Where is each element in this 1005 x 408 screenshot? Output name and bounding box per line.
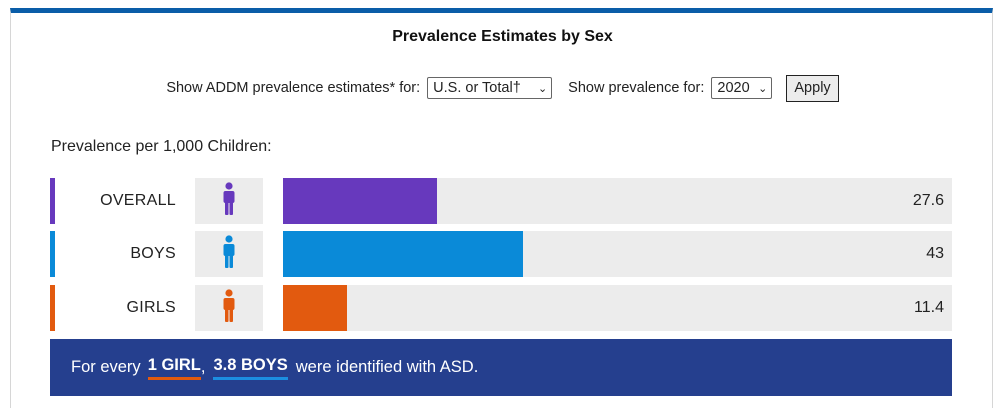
- ratio-suffix: were identified with ASD.: [295, 358, 479, 376]
- value-label-overall: 27.6: [912, 192, 944, 209]
- chevron-down-icon: ⌄: [758, 82, 768, 95]
- bar-track-boys: 43: [283, 231, 952, 277]
- chart-title: Prevalence Estimates by Sex: [392, 28, 613, 45]
- icon-box-boys: [195, 231, 263, 277]
- ratio-boys: 3.8 BOYS: [213, 356, 288, 380]
- icon-box-overall: [195, 178, 263, 224]
- filter-controls: Show ADDM prevalence estimates* for: U.S…: [0, 74, 1005, 102]
- value-label-boys: 43: [926, 245, 944, 262]
- bar-row-girls: GIRLS 11.4: [50, 285, 952, 331]
- ratio-banner: For every 1 GIRL , 3.8 BOYS were identif…: [50, 339, 952, 396]
- girl-icon: [222, 288, 236, 328]
- bar-row-boys: BOYS 43: [50, 231, 952, 277]
- year-select[interactable]: 2020 ⌄: [711, 77, 773, 99]
- ratio-prefix: For every: [71, 358, 141, 376]
- ratio-girl: 1 GIRL: [147, 356, 201, 380]
- prevalence-for-label: Show prevalence for:: [568, 80, 705, 96]
- category-label-overall: OVERALL: [100, 192, 176, 209]
- ratio-sep: ,: [200, 358, 206, 376]
- chevron-down-icon: ⌄: [537, 82, 548, 95]
- apply-button[interactable]: Apply: [786, 74, 839, 102]
- chart-subtitle: Prevalence per 1,000 Children:: [51, 138, 272, 155]
- category-label-girls: GIRLS: [126, 299, 176, 316]
- bar-track-overall: 27.6: [283, 178, 952, 224]
- value-label-girls: 11.4: [914, 299, 944, 316]
- row-accent-boys: [50, 231, 55, 277]
- bar-overall: [283, 178, 437, 224]
- estimates-label: Show ADDM prevalence estimates* for:: [166, 80, 421, 96]
- category-label-boys: BOYS: [130, 245, 176, 262]
- row-accent-girls: [50, 285, 55, 331]
- bar-boys: [283, 231, 523, 277]
- icon-box-girls: [195, 285, 263, 331]
- bar-track-girls: 11.4: [283, 285, 952, 331]
- region-select[interactable]: U.S. or Total† ⌄: [427, 77, 553, 99]
- region-select-value: U.S. or Total†: [433, 80, 521, 96]
- boy-icon: [222, 234, 236, 274]
- year-select-value: 2020: [717, 80, 750, 96]
- bar-girls: [283, 285, 347, 331]
- bar-row-overall: OVERALL 27.6: [50, 178, 952, 224]
- person-icon: [222, 181, 236, 221]
- row-accent-overall: [50, 178, 55, 224]
